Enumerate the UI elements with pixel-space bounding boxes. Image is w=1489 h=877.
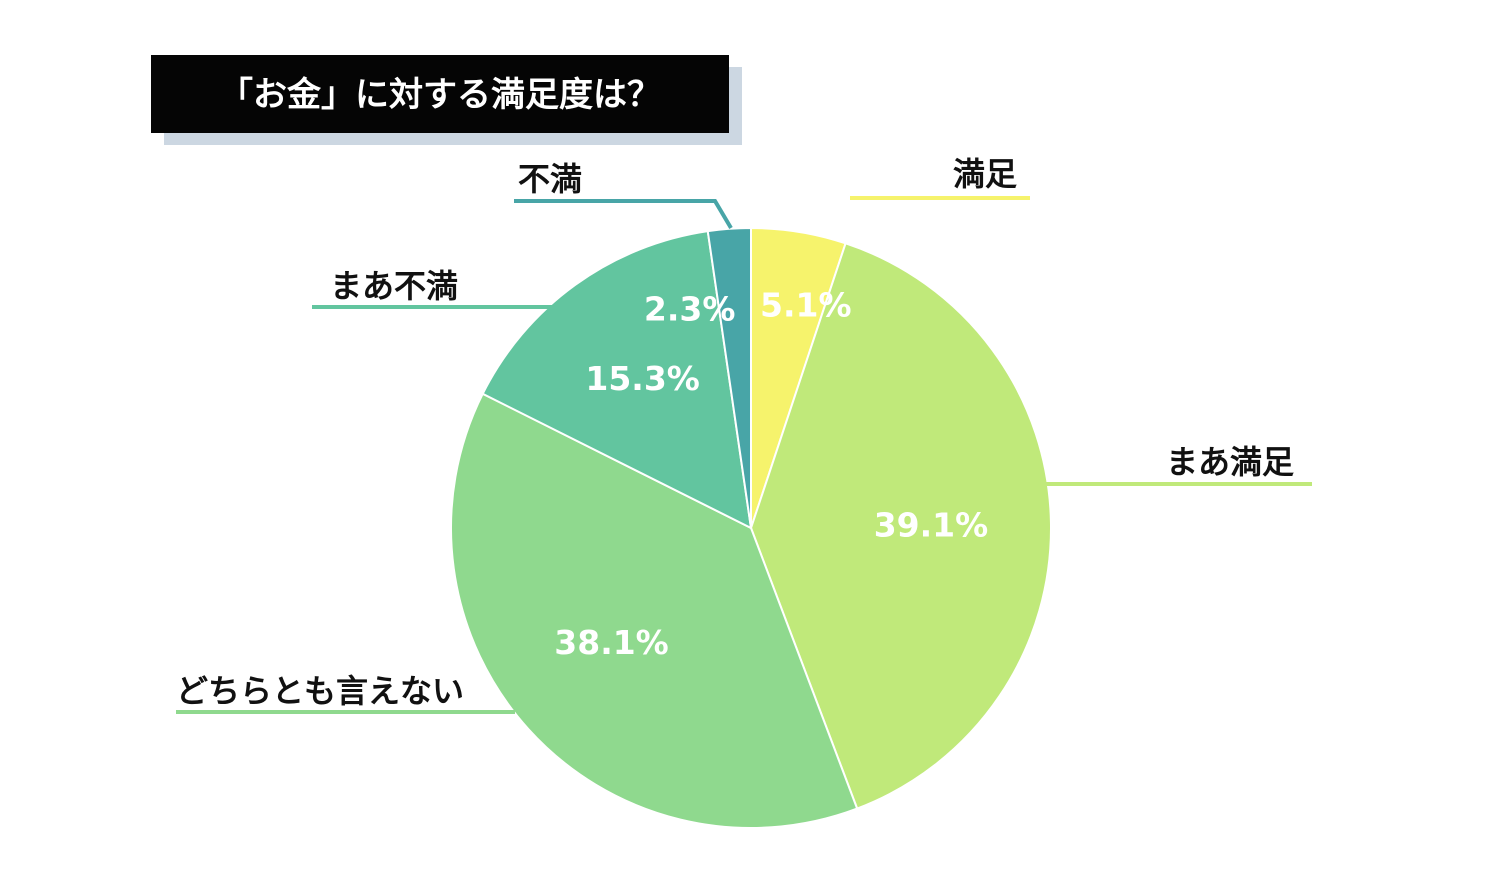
title-box [151, 55, 729, 133]
category-label: 満足 [953, 155, 1017, 193]
slice-value-label: 5.1% [760, 286, 852, 325]
slice-value-labels: 5.1% 39.1% 38.1% 15.3% 2.3% [554, 286, 988, 662]
leader-line [514, 199, 733, 230]
chart-title: 「お金」に対する満足度は？ [219, 75, 661, 115]
leader-lines [176, 196, 1312, 714]
category-label: まあ不満 [330, 267, 458, 305]
slice-value-label: 38.1% [554, 623, 669, 662]
slice-value-label: 15.3% [585, 359, 700, 398]
slice-value-label: 39.1% [874, 505, 989, 544]
category-label: どちらとも言えない [176, 672, 464, 710]
category-label: まあ満足 [1166, 443, 1294, 481]
category-label: 不満 [518, 160, 582, 198]
pie-slice [749, 242, 1052, 810]
pie-slice [481, 229, 753, 530]
pie-slices [450, 226, 1052, 829]
slice-value-label: 2.3% [644, 289, 736, 328]
pie-slice [450, 392, 859, 829]
